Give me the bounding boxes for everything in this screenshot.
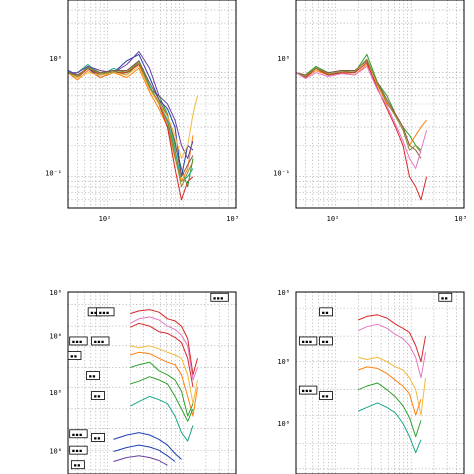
annotation-box (298, 385, 318, 395)
y-tick-label: 10⁰ (277, 55, 290, 63)
axes-frame (67, 291, 237, 474)
grid (67, 292, 237, 474)
y-tick-label: 10⁰ (49, 389, 62, 397)
axes-frame (67, 0, 237, 209)
y-tick-label: 10⁰ (49, 289, 62, 297)
y-tick-label: 10⁰ (49, 333, 62, 341)
y-tick-label: 10⁰ (49, 447, 62, 455)
grid (295, 0, 465, 209)
series-line-0 (295, 53, 422, 151)
y-tick-label: 10⁰ (277, 358, 290, 366)
series-line-2 (130, 322, 194, 388)
annotation-label: ▪▪ (73, 462, 80, 469)
annotation-label: ▪▪ (90, 309, 97, 316)
annotation-box (69, 336, 88, 346)
y-tick-label: 10⁻¹ (45, 170, 62, 178)
annotation-box (69, 445, 88, 455)
series-line-4 (130, 351, 198, 417)
panel-top-right: 10² 10³ 10⁰ 10⁻¹ (273, 0, 467, 223)
annotation-label: ▪▪▪ (301, 388, 312, 395)
annotation-box (67, 351, 82, 360)
series-line-4 (358, 382, 422, 438)
grid (295, 292, 465, 474)
annotation-box (319, 336, 333, 346)
series-line-4 (295, 58, 422, 153)
x-tick-label: 10³ (226, 215, 239, 223)
annotation-box (96, 307, 115, 317)
annotation-box (91, 433, 105, 442)
y-tick-label: 10⁰ (49, 55, 62, 63)
series-line-0 (358, 314, 426, 363)
annotation-label: ▪▪ (88, 373, 95, 380)
series-line-2 (295, 62, 428, 201)
annotation-label: ▪▪▪ (72, 338, 83, 345)
annotation-label: ▪▪▪ (72, 431, 83, 438)
annotation-box (438, 292, 453, 302)
annotation-box (69, 429, 88, 439)
series-line-3 (67, 67, 194, 182)
annotation-box (86, 371, 100, 380)
annotation-label: ▪▪▪ (94, 338, 105, 345)
series-line-1 (130, 316, 198, 381)
annotation-label: ▪▪ (322, 393, 329, 400)
series-line-5 (295, 65, 428, 169)
y-tick-label: 10⁻¹ (273, 170, 290, 178)
x-tick-label: 10² (99, 215, 112, 223)
y-tick-label: 10⁰ (277, 289, 290, 297)
annotation-label: ▪▪▪ (213, 295, 224, 302)
annotation-box (70, 460, 85, 470)
series-line-7 (67, 65, 198, 159)
series-line-5 (358, 402, 422, 454)
x-tick-label: 10³ (454, 215, 467, 223)
series-line-6 (130, 376, 194, 422)
annotation-label: ▪▪ (70, 353, 77, 360)
series-line-7 (130, 395, 194, 442)
series-line-2 (358, 356, 426, 416)
annotation-label: ▪▪ (94, 393, 101, 400)
annotation-label: ▪▪ (441, 295, 448, 302)
annotation-box (319, 307, 333, 317)
annotation-box (91, 391, 105, 400)
annotation-box (91, 336, 110, 346)
series-line-0 (130, 309, 198, 376)
axes-frame (295, 291, 465, 474)
annotation-box (298, 336, 318, 346)
annotation-label: ▪▪ (322, 338, 329, 345)
annotation-label: ▪▪▪ (72, 448, 83, 455)
series-line-5 (68, 51, 194, 159)
series-line-5 (130, 361, 194, 417)
series-line-9 (113, 444, 176, 462)
series-line-3 (358, 366, 422, 416)
series-line-1 (295, 64, 427, 146)
annotation-label: ▪▪ (322, 309, 329, 316)
series-line-10 (113, 455, 168, 466)
annotation-label: ▪▪ (94, 435, 101, 442)
series-line-8 (67, 62, 194, 188)
axes-frame (295, 0, 465, 209)
series-line-3 (130, 345, 198, 405)
y-tick-label: 10⁰ (277, 420, 290, 428)
series-line-8 (113, 432, 182, 460)
annotation-box (319, 391, 333, 400)
panel-top-left: 10² 10³ 10⁰ 10⁻¹ (45, 0, 239, 223)
grid (67, 0, 237, 209)
annotation-label: ▪▪▪ (301, 338, 312, 345)
annotation-label: ▪▪▪ (99, 309, 110, 316)
x-tick-label: 10² (327, 215, 340, 223)
series-line-1 (358, 323, 426, 379)
annotation-box (210, 292, 229, 302)
